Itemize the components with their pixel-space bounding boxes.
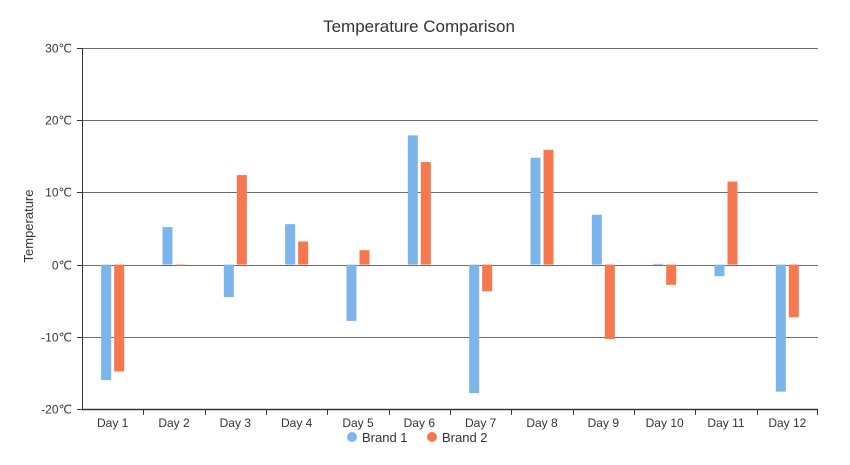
bar-brand-1[interactable] xyxy=(591,214,602,265)
x-tick-label: Day 1 xyxy=(97,416,129,430)
bars xyxy=(101,135,799,394)
x-tick-label: Day 11 xyxy=(707,416,744,430)
bar-brand-1[interactable] xyxy=(223,264,234,298)
y-tick-label: 10℃ xyxy=(45,186,72,200)
legend-label: Brand 1 xyxy=(362,430,408,445)
bar-brand-2[interactable] xyxy=(604,264,615,339)
y-tick-label: 30℃ xyxy=(45,42,72,56)
bar-brand-2[interactable] xyxy=(482,264,493,292)
x-tick-label: Day 12 xyxy=(768,416,806,430)
legend[interactable]: Brand 1 Brand 2 xyxy=(347,430,488,445)
bar-brand-1[interactable] xyxy=(714,264,725,277)
x-tick-label: Day 7 xyxy=(465,416,497,430)
bar-brand-2[interactable] xyxy=(420,162,431,265)
x-tick-label: Day 4 xyxy=(281,416,313,430)
y-tick-label: 20℃ xyxy=(45,114,72,128)
grid-lines xyxy=(82,48,818,338)
x-tick-label: Day 9 xyxy=(588,416,620,430)
bar-brand-1[interactable] xyxy=(469,264,480,394)
legend-item-brand-1[interactable]: Brand 1 xyxy=(347,430,408,445)
legend-marker xyxy=(347,432,357,442)
bar-brand-2[interactable] xyxy=(236,175,247,265)
legend-marker xyxy=(427,432,437,442)
legend-item-brand-2[interactable]: Brand 2 xyxy=(427,430,488,445)
axes: -20℃ -10℃ 0℃ 10℃ 20℃ 30℃ Day 1 Day 2 Day 3 Day 4 D… xyxy=(41,42,818,430)
bar-brand-1[interactable] xyxy=(407,135,418,265)
y-axis-label: Temperature xyxy=(21,190,36,263)
bar-brand-2[interactable] xyxy=(727,181,738,265)
y-tick-label: -20℃ xyxy=(41,403,72,417)
bar-brand-2[interactable] xyxy=(298,241,309,265)
bar-brand-1[interactable] xyxy=(101,264,112,381)
x-tick-label: Day 6 xyxy=(404,416,436,430)
bar-brand-2[interactable] xyxy=(359,250,370,265)
x-tick-label: Day 8 xyxy=(526,416,558,430)
bar-brand-2[interactable] xyxy=(175,264,186,266)
bar-brand-2[interactable] xyxy=(788,264,799,318)
x-tick-label: Day 10 xyxy=(646,416,684,430)
bar-brand-2[interactable] xyxy=(666,264,677,285)
y-tick-label: -10℃ xyxy=(41,331,72,345)
x-tick-label: Day 3 xyxy=(220,416,252,430)
x-tick-label: Day 5 xyxy=(342,416,374,430)
bar-brand-2[interactable] xyxy=(543,149,554,265)
bar-brand-1[interactable] xyxy=(530,157,541,265)
bar-brand-1[interactable] xyxy=(775,264,786,392)
bar-brand-2[interactable] xyxy=(114,264,125,372)
bar-brand-1[interactable] xyxy=(653,263,664,265)
legend-label: Brand 2 xyxy=(442,430,488,445)
y-tick-label: 0℃ xyxy=(52,259,72,273)
bar-brand-1[interactable] xyxy=(346,264,357,321)
bar-brand-1[interactable] xyxy=(285,224,296,265)
bar-brand-1[interactable] xyxy=(162,227,173,265)
chart-title: Temperature Comparison xyxy=(323,17,515,36)
x-tick-label: Day 2 xyxy=(158,416,190,430)
